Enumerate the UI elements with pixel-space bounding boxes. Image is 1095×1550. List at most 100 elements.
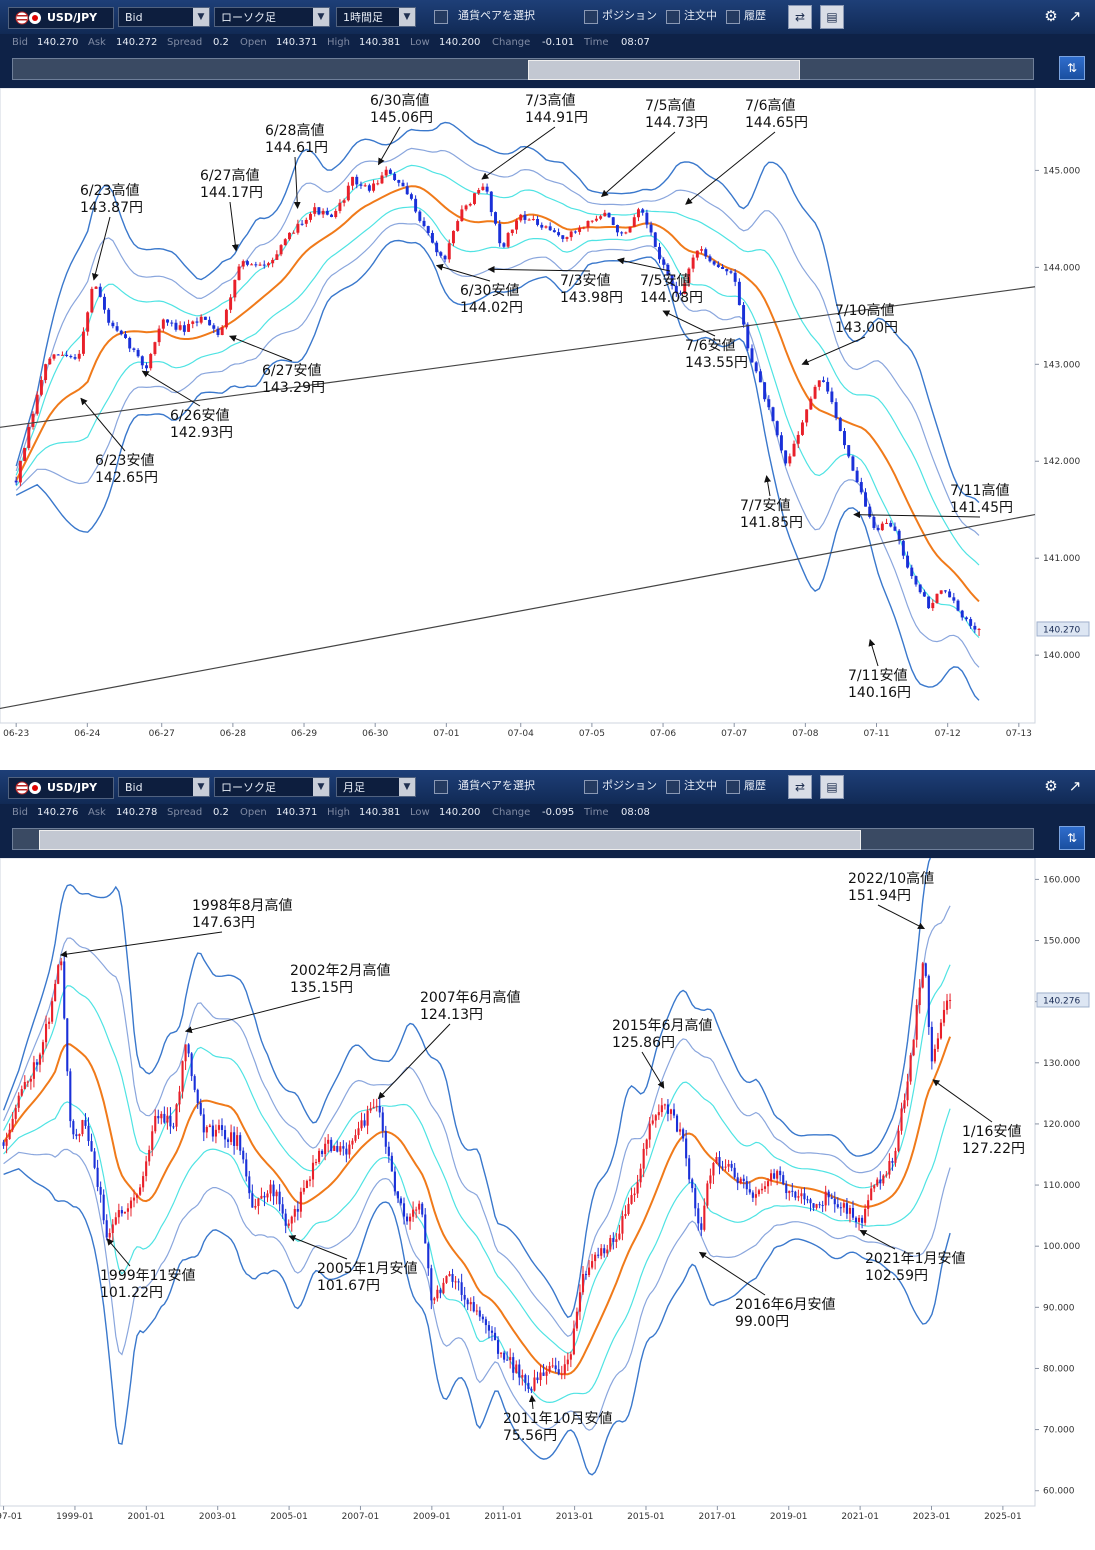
candle-body <box>396 1191 400 1199</box>
annotation-label: 2016年6月安値 <box>735 1297 836 1313</box>
chart-style-select[interactable]: ローソク足 ▼ <box>214 7 330 27</box>
candle-body <box>760 1188 764 1191</box>
candle-body <box>542 1372 545 1376</box>
candle-body <box>18 460 22 483</box>
candle-body <box>694 1188 697 1209</box>
y-tick-label: 70.000 <box>1043 1426 1075 1436</box>
candle-body <box>31 413 35 427</box>
annotation-label: 2005年1月安値 <box>317 1261 418 1277</box>
candle-body <box>296 1209 299 1212</box>
candle-body <box>527 219 531 221</box>
candle-body <box>633 1193 636 1196</box>
trend-line[interactable] <box>0 286 1036 428</box>
zoom-icon[interactable]: ⇅ <box>1059 826 1085 850</box>
candle-body <box>439 252 443 256</box>
low-value: 140.200 <box>439 37 481 48</box>
high-label: High <box>327 807 350 818</box>
candle-body <box>442 1282 445 1294</box>
candle-body <box>712 261 716 265</box>
price-type-select[interactable]: Bid ▼ <box>118 7 210 27</box>
candle-body <box>594 1254 597 1262</box>
candle-body <box>510 229 514 234</box>
position-checkbox[interactable] <box>584 10 598 24</box>
candle-body <box>864 492 867 507</box>
time-value: 08:07 <box>621 37 650 48</box>
candle-body <box>111 1224 114 1233</box>
candle-body <box>73 357 77 359</box>
candle-body <box>873 1185 876 1189</box>
range-window[interactable] <box>528 60 800 80</box>
candle-body <box>262 264 266 266</box>
candle-body <box>712 1162 715 1176</box>
expand-icon[interactable]: ↗ <box>1068 7 1082 25</box>
range-window[interactable] <box>39 830 861 850</box>
candle-body <box>776 1170 779 1179</box>
select-pair-label: 通貨ペアを選択 <box>458 9 535 22</box>
candle-body <box>271 259 275 264</box>
candle-body <box>867 1200 870 1209</box>
trend-line[interactable] <box>0 513 1036 710</box>
orders-checkbox[interactable] <box>666 780 680 794</box>
candle-body <box>797 1196 800 1198</box>
current-price-label: 140.276 <box>1043 996 1080 1006</box>
zoom-icon[interactable]: ⇅ <box>1059 56 1085 80</box>
candle-body <box>506 1359 509 1361</box>
candle-body <box>77 353 81 359</box>
refresh-icon[interactable]: ⇄ <box>788 775 812 799</box>
window-icon[interactable]: ▤ <box>820 775 844 799</box>
range-track[interactable] <box>12 828 1034 850</box>
gear-icon[interactable]: ⚙ <box>1044 7 1058 25</box>
x-tick-label: 06-30 <box>362 729 388 739</box>
expand-icon[interactable]: ↗ <box>1068 777 1082 795</box>
annotation-value: 143.55円 <box>685 355 748 371</box>
history-checkbox[interactable] <box>726 780 740 794</box>
candle-body <box>662 259 666 265</box>
annotation-arrow <box>141 370 201 407</box>
timeframe-select[interactable]: 1時間足 ▼ <box>336 7 416 27</box>
select-pair-checkbox[interactable] <box>434 10 448 24</box>
chart-style-select[interactable]: ローソク足 ▼ <box>214 777 330 797</box>
pair-selector[interactable]: USD/JPY <box>8 777 114 799</box>
candle-body <box>473 193 476 204</box>
candle-body <box>784 450 788 464</box>
candle-body <box>500 1352 503 1354</box>
plot-area[interactable] <box>0 88 1036 724</box>
gear-icon[interactable]: ⚙ <box>1044 777 1058 795</box>
candle-body <box>107 309 111 323</box>
timeframe-select[interactable]: 月足 ▼ <box>336 777 416 797</box>
plot-area[interactable] <box>0 858 1036 1507</box>
position-checkbox[interactable] <box>584 780 598 794</box>
candle-body <box>536 219 540 225</box>
candle-body <box>788 1190 791 1194</box>
refresh-icon[interactable]: ⇄ <box>788 5 812 29</box>
high-value: 140.381 <box>359 37 401 48</box>
spread-label: Spread <box>167 37 203 48</box>
candle-body <box>321 210 325 215</box>
candle-body <box>414 198 418 212</box>
candle-body <box>182 325 186 332</box>
price-type-select[interactable]: Bid ▼ <box>118 777 210 797</box>
candle-body <box>145 1161 148 1177</box>
annotation-arrow <box>877 904 925 930</box>
pair-selector[interactable]: USD/JPY <box>8 7 114 29</box>
range-track[interactable] <box>12 58 1034 80</box>
annotation-label: 7/6安値 <box>685 338 736 354</box>
history-checkbox[interactable] <box>726 10 740 24</box>
y-tick-label: 140.000 <box>1043 651 1080 661</box>
candle-body <box>275 1191 278 1197</box>
candle-body <box>885 522 889 524</box>
candle-body <box>956 600 960 611</box>
orders-checkbox[interactable] <box>666 10 680 24</box>
candle-body <box>139 1187 142 1195</box>
candle-body <box>357 1128 360 1136</box>
candle-body <box>906 555 910 568</box>
annotation-label: 6/30高値 <box>370 92 429 109</box>
flag-icon <box>15 11 43 25</box>
candle-body <box>359 184 363 186</box>
select-pair-checkbox[interactable] <box>434 780 448 794</box>
candle-body <box>317 207 321 215</box>
candle-body <box>889 522 893 527</box>
window-icon[interactable]: ▤ <box>820 5 844 29</box>
candle-body <box>330 214 333 218</box>
candle-body <box>278 1191 281 1205</box>
